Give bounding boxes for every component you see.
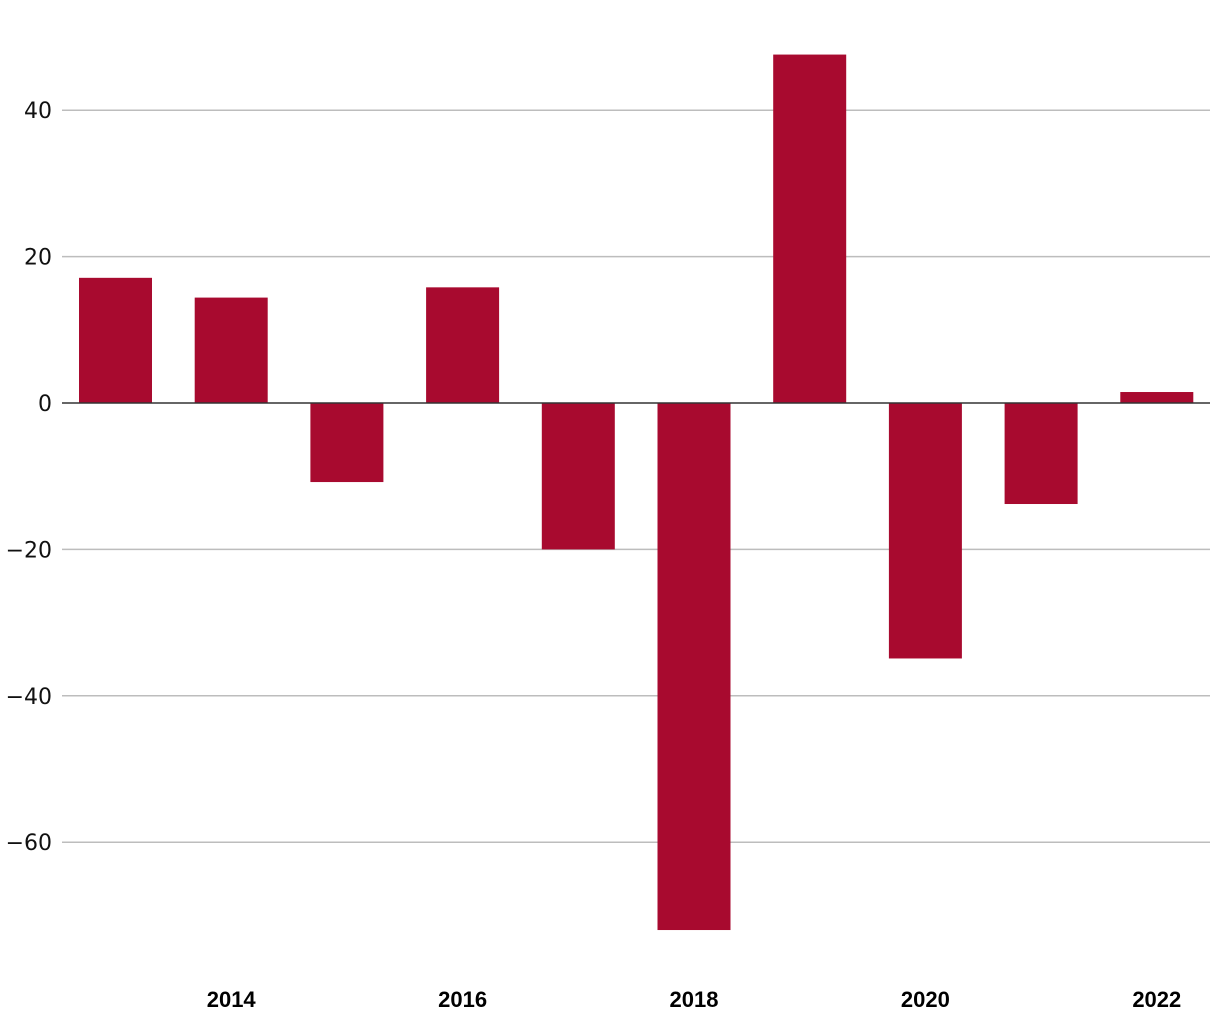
x-axis-ticks: 2014 2016 2018 2020 2022 bbox=[207, 987, 1182, 1012]
bar-2014 bbox=[194, 297, 268, 403]
x-tick-label: 2018 bbox=[670, 987, 719, 1012]
y-axis-ticks: 40 20 0 −20 −40 −60 bbox=[6, 99, 52, 856]
bar-2013 bbox=[79, 277, 152, 403]
bar-2016 bbox=[426, 287, 500, 403]
x-tick-label: 2014 bbox=[207, 987, 257, 1012]
y-tick-label: 40 bbox=[24, 99, 52, 124]
bar-2015 bbox=[310, 403, 384, 483]
bar-2022 bbox=[1120, 392, 1194, 403]
x-tick-label: 2020 bbox=[901, 987, 950, 1012]
gridlines bbox=[62, 109, 1210, 843]
bar-2020 bbox=[888, 403, 962, 659]
bar-2021 bbox=[1004, 403, 1078, 505]
y-tick-label: −40 bbox=[6, 685, 52, 710]
y-tick-label: 0 bbox=[38, 392, 52, 417]
bars bbox=[79, 54, 1194, 931]
bar-2019 bbox=[773, 54, 847, 404]
y-tick-label: 20 bbox=[24, 246, 52, 271]
bar-2018 bbox=[657, 403, 731, 931]
bar-2017 bbox=[541, 403, 615, 550]
y-tick-label: −20 bbox=[6, 538, 52, 563]
x-tick-label: 2016 bbox=[438, 987, 487, 1012]
x-tick-label: 2022 bbox=[1132, 987, 1181, 1012]
y-tick-label: −60 bbox=[6, 831, 52, 856]
